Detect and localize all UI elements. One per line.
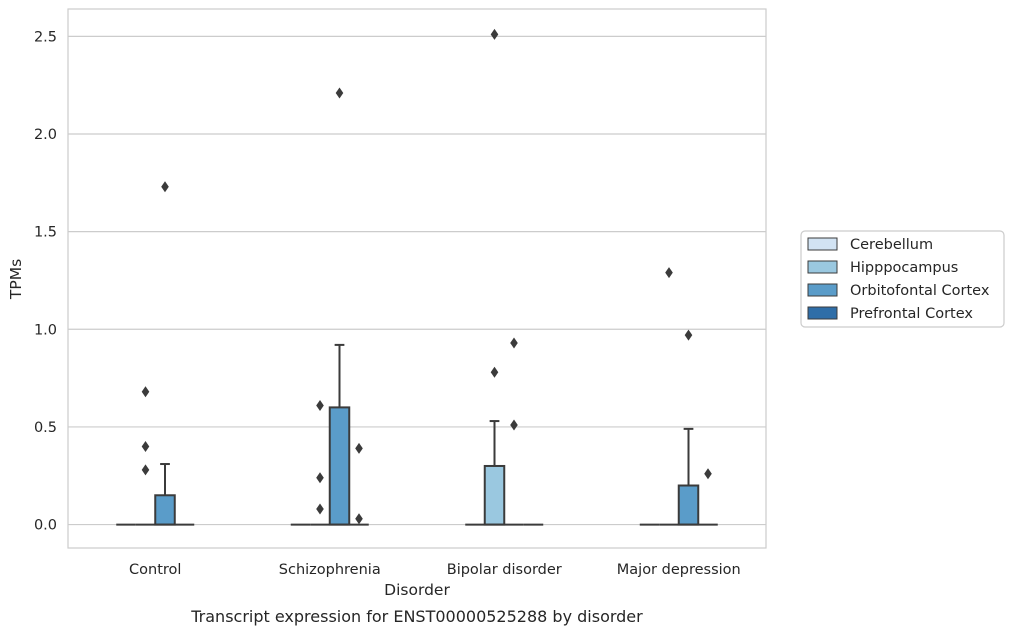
legend-frame <box>800 230 1005 328</box>
outlier-point <box>335 87 344 99</box>
gridlines <box>68 35 766 526</box>
x-tick-label: Schizophrenia <box>279 562 381 578</box>
box <box>310 399 330 526</box>
box <box>349 442 369 526</box>
legend-swatch <box>807 260 838 274</box>
box-body <box>483 464 506 526</box>
legend-swatch <box>807 237 838 251</box>
x-axis-title: Disorder <box>384 581 450 599</box>
plot-frame <box>67 8 767 549</box>
outlier-point <box>684 329 693 341</box>
outlier-point <box>316 503 324 515</box>
y-axis-title: TPMs <box>7 259 25 300</box>
legend-label: Hipppocampus <box>850 260 958 276</box>
outlier-point <box>490 366 499 378</box>
y-tick-label: 2.5 <box>34 29 57 45</box>
legend-swatch <box>807 283 838 297</box>
box <box>483 28 506 526</box>
box-body <box>677 484 700 526</box>
x-tick-label: Bipolar disorder <box>447 562 562 578</box>
x-axis-ticks: Control Schizophrenia Bipolar disorder Majo… <box>129 562 741 578</box>
y-tick-label: 1.5 <box>34 225 57 241</box>
outlier-point <box>510 419 518 431</box>
y-tick-label: 2.0 <box>34 127 57 143</box>
legend-label: Cerebellum <box>850 237 933 253</box>
outlier-point <box>490 28 499 40</box>
box-body <box>328 406 351 526</box>
legend-label: Prefrontal Cortex <box>850 306 973 322</box>
legend: Cerebellum Hipppocampus Orbitofontal Corte… <box>800 230 1005 328</box>
outlier-point <box>316 399 324 411</box>
outlier-point <box>665 267 673 279</box>
y-axis-ticks: 0.0 0.5 1.0 1.5 2.0 2.5 <box>34 29 57 533</box>
x-tick-label: Major depression <box>617 562 741 578</box>
box <box>677 329 700 526</box>
outlier-point <box>355 442 363 454</box>
box <box>659 267 679 526</box>
legend-swatch <box>807 306 838 320</box>
outlier-point <box>704 468 712 480</box>
box <box>135 386 156 526</box>
y-tick-label: 0.0 <box>34 518 57 534</box>
outlier-point <box>141 464 150 476</box>
box <box>328 87 351 526</box>
outlier-point <box>141 440 150 452</box>
chart-caption: Transcript expression for ENST0000052528… <box>190 607 643 626</box>
outlier-point <box>510 337 518 349</box>
outlier-point <box>161 181 169 193</box>
outlier-point <box>141 386 150 398</box>
box-plot-series <box>116 28 718 526</box>
outlier-point <box>355 513 363 525</box>
box <box>154 181 176 526</box>
box-body <box>154 494 176 526</box>
x-tick-label: Control <box>129 562 181 578</box>
outlier-point <box>316 472 324 484</box>
y-tick-label: 0.5 <box>34 420 57 436</box>
box <box>504 337 524 526</box>
box <box>698 468 718 526</box>
legend-label: Orbitofontal Cortex <box>850 283 990 299</box>
y-tick-label: 1.0 <box>34 322 57 338</box>
